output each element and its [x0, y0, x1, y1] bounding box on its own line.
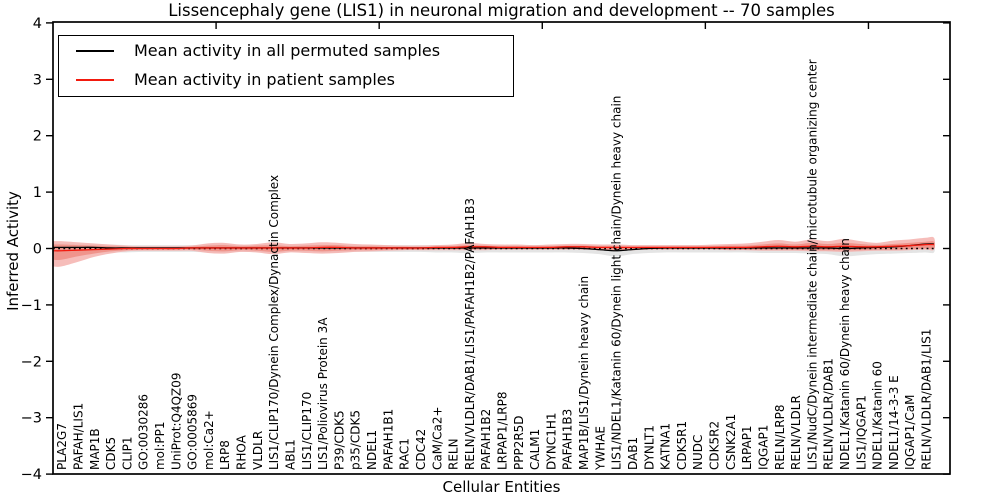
- x-tick-label: RAC1: [398, 438, 412, 470]
- legend: Mean activity in all permuted samples Me…: [58, 35, 514, 97]
- x-tick-label: CALM1: [528, 429, 542, 470]
- x-tick-label: PAFAH1B1: [381, 409, 395, 470]
- x-tick-label: LIS1/CLIP170/Dynein Complex/Dynactin Com…: [267, 175, 281, 470]
- y-axis-label: Inferred Activity: [4, 191, 22, 311]
- x-tick-label: NDEL1/14-3-3 E: [887, 375, 901, 470]
- x-tick-label: UniProt:Q4QZ09: [169, 372, 183, 470]
- y-tick-label: 4: [33, 16, 42, 32]
- x-tick-label: DYNLT1: [642, 425, 656, 470]
- y-tick-label: −3: [21, 411, 42, 427]
- x-tick-label: LRP8: [218, 440, 232, 470]
- x-tick-label: RELN/VLDLR: [789, 395, 803, 470]
- x-tick-label: LIS1/IQGAP1: [854, 395, 868, 470]
- x-tick-label: MAP1B: [88, 428, 102, 470]
- x-tick-label: CDK5R1: [675, 421, 689, 470]
- y-tick-label: 3: [33, 72, 42, 88]
- x-tick-label: LIS1/CLIP170: [300, 392, 314, 470]
- patient-line-swatch: [76, 78, 114, 81]
- x-tick-label: NDEL1/Katanin 60: [871, 361, 885, 470]
- x-tick-label: IQGAP1/CaM: [903, 395, 917, 471]
- y-tick-label: 0: [33, 242, 42, 258]
- x-tick-label: PAFAH1B2: [479, 409, 493, 470]
- band-1: [53, 236, 936, 267]
- y-tick-label: −1: [21, 298, 42, 314]
- x-tick-label: DAB1: [626, 437, 640, 470]
- x-tick-label: CaM/Ca2+: [430, 406, 444, 470]
- x-tick-label: PAFAH/LIS1: [71, 403, 85, 470]
- x-tick-label: NDEL1: [365, 430, 379, 470]
- x-tick-label: GO:0030286: [137, 394, 151, 470]
- x-tick-label: VLDLR: [251, 431, 265, 470]
- y-tick-label: −2: [21, 354, 42, 370]
- x-tick-label: PPP2R5D: [512, 415, 526, 470]
- x-tick-label: ABL1: [283, 439, 297, 470]
- y-tick-label: 2: [33, 129, 42, 145]
- x-tick-label: MAP1B/LIS1/Dynein heavy chain: [577, 276, 591, 470]
- x-tick-label: mol:PP1: [153, 421, 167, 470]
- x-tick-label: CLIP1: [120, 437, 134, 470]
- x-tick-label: IQGAP1: [756, 425, 770, 470]
- x-tick-label: RELN/LRP8: [773, 404, 787, 470]
- legend-item-permuted: Mean activity in all permuted samples: [59, 36, 513, 65]
- x-tick-label: PLA2G7: [55, 423, 69, 470]
- x-tick-label: CDK5: [104, 437, 118, 470]
- x-tick-label: KATNA1: [659, 423, 673, 470]
- legend-label-patient: Mean activity in patient samples: [134, 70, 395, 89]
- permuted-line-swatch: [76, 49, 114, 52]
- x-tick-label: P39/CDK5: [332, 410, 346, 470]
- x-axis-label: Cellular Entities: [442, 478, 561, 496]
- x-tick-label: RELN/VLDLR/DAB1/LIS1/PAFAH1B2/PAFAH1B3: [463, 198, 477, 470]
- x-tick-label: RELN/VLDLR/DAB1: [822, 358, 836, 470]
- patient-mean-line: [52, 243, 935, 252]
- y-tick-label: −4: [21, 467, 42, 483]
- x-tick-label: NDEL1/Katanin 60/Dynein heavy chain: [838, 238, 852, 470]
- legend-item-patient: Mean activity in patient samples: [59, 65, 513, 94]
- x-tick-label: YWHAE: [593, 426, 607, 471]
- x-tick-label: LIS1/Poliovirus Protein 3A: [316, 317, 330, 470]
- x-tick-label: CDK5R2: [708, 421, 722, 470]
- x-tick-label: PAFAH1B3: [561, 409, 575, 470]
- x-tick-label: p35/CDK5: [349, 410, 363, 470]
- x-tick-label: LIS1/NDEL1/Katanin 60/Dynein light chain…: [610, 96, 624, 470]
- x-tick-label: mol:Ca2+: [202, 410, 216, 470]
- x-tick-label: LIS1/NudC/Dynein intermediate chain/micr…: [805, 59, 819, 470]
- x-tick-label: CDC42: [414, 429, 428, 470]
- chart-title: Lissencephaly gene (LIS1) in neuronal mi…: [168, 1, 835, 20]
- x-tick-label: DYNC1H1: [544, 412, 558, 470]
- x-tick-label: NUDC: [691, 435, 705, 470]
- x-tick-label: GO:0005869: [186, 394, 200, 470]
- x-tick-label: RELN: [447, 438, 461, 470]
- x-tick-label: RELN/VLDLR/DAB1/LIS1: [920, 329, 934, 470]
- x-tick-label: CSNK2A1: [724, 414, 738, 470]
- y-tick-label: 1: [33, 185, 42, 201]
- band-2: [53, 241, 936, 261]
- x-tick-label: LRPAP1: [740, 425, 754, 470]
- x-tick-label: RHOA: [235, 434, 249, 470]
- x-tick-label: LRPAP1/LRP8: [496, 391, 510, 470]
- legend-label-permuted: Mean activity in all permuted samples: [134, 41, 441, 60]
